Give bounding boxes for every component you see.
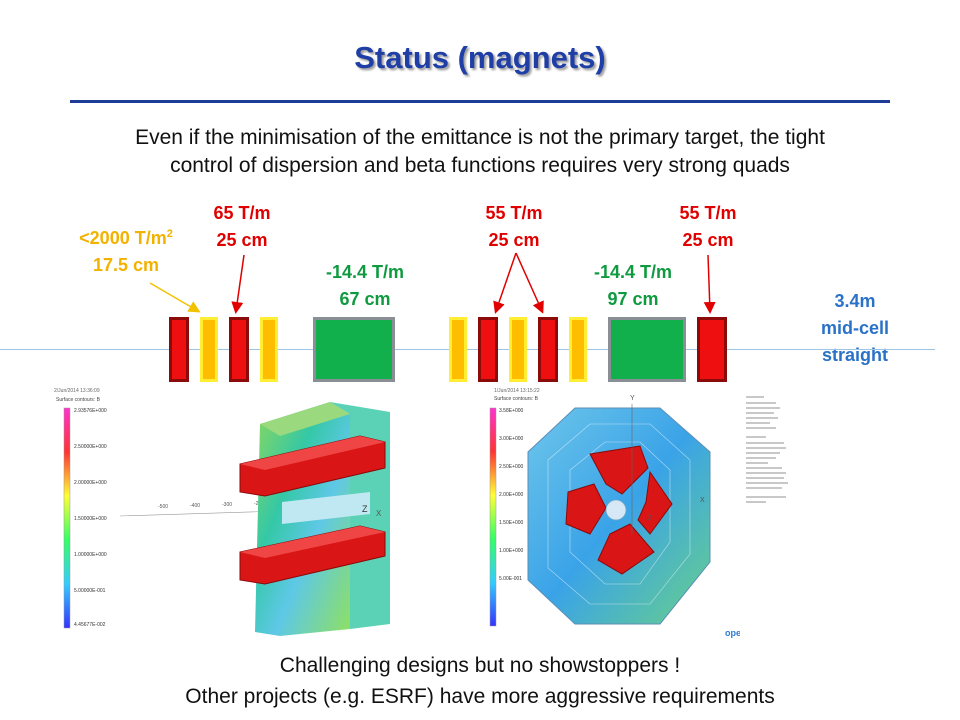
intro-line-2: control of dispersion and beta functions… bbox=[170, 154, 790, 177]
straight-line-1: 3.4m bbox=[834, 291, 876, 311]
sextupole-magnet-5 bbox=[569, 317, 587, 382]
simulation-images: 2/Jun/2014 13:36:09 Surface contours: B … bbox=[50, 384, 740, 642]
svg-text:2/Jun/2014 13:36:09: 2/Jun/2014 13:36:09 bbox=[54, 388, 100, 394]
sextupole-magnet-4 bbox=[509, 317, 527, 382]
svg-text:3.58E+000: 3.58E+000 bbox=[499, 408, 524, 414]
svg-text:Surface contours: B: Surface contours: B bbox=[56, 397, 101, 403]
svg-text:1.00E+000: 1.00E+000 bbox=[499, 548, 524, 554]
simulation-info-panel bbox=[744, 392, 804, 552]
sextupole-strength: <2000 T/m bbox=[79, 228, 167, 248]
svg-text:2.50E+000: 2.50E+000 bbox=[499, 464, 524, 470]
dipole-quad-1-length: 25 cm bbox=[216, 230, 268, 250]
intro-text: Even if the minimisation of the emittanc… bbox=[20, 124, 940, 180]
svg-text:2.50000E+000: 2.50000E+000 bbox=[74, 444, 107, 450]
svg-text:-400: -400 bbox=[190, 503, 200, 509]
dipole-magnet-3 bbox=[478, 317, 498, 382]
dipole-magnet-5 bbox=[697, 317, 727, 382]
quad-1-length: 67 cm bbox=[339, 289, 391, 309]
dipole-1-arrow bbox=[231, 254, 245, 314]
svg-text:5.00E-001: 5.00E-001 bbox=[499, 576, 522, 582]
dipole-quad-2-strength: 55 T/m bbox=[485, 203, 543, 223]
dipole-quad-2-length: 25 cm bbox=[488, 230, 540, 250]
svg-text:2.93576E+000: 2.93576E+000 bbox=[74, 408, 107, 414]
dipole-quad-3-strength: 55 T/m bbox=[679, 203, 737, 223]
sextupole-strength-exponent: 2 bbox=[166, 228, 173, 240]
svg-text:Surface contours: B: Surface contours: B bbox=[494, 396, 539, 402]
svg-text:1.50E+000: 1.50E+000 bbox=[499, 520, 524, 526]
svg-text:4.45677E-002: 4.45677E-002 bbox=[74, 622, 106, 628]
sextupole-length: 17.5 cm bbox=[92, 255, 160, 275]
footer-line-2: Other projects (e.g. ESRF) have more agg… bbox=[185, 685, 775, 708]
scale-1-ticks: 2.93576E+000 2.50000E+000 2.00000E+000 1… bbox=[74, 408, 107, 628]
dipole-magnet-2 bbox=[229, 317, 249, 382]
quad-2-strength: -14.4 T/m bbox=[593, 262, 673, 282]
sextupole-label: <2000 T/m2 17.5 cm bbox=[62, 221, 190, 279]
quad-2-label: -14.4 T/m 97 cm bbox=[568, 259, 698, 313]
dipole-2-arrow-left bbox=[493, 252, 517, 314]
dipole-quad-3-length: 25 cm bbox=[682, 230, 734, 250]
svg-text:Z: Z bbox=[648, 515, 653, 522]
svg-text:5.00000E-001: 5.00000E-001 bbox=[74, 588, 106, 594]
dipole-quad-3-label: 55 T/m 25 cm bbox=[656, 200, 760, 254]
title-underline bbox=[70, 100, 890, 103]
quad-1-strength: -14.4 T/m bbox=[325, 262, 405, 282]
svg-text:-300: -300 bbox=[222, 502, 232, 508]
svg-text:1/Jun/2014 13:15:22: 1/Jun/2014 13:15:22 bbox=[494, 388, 540, 394]
footer-text: Challenging designs but no showstoppers … bbox=[0, 650, 960, 712]
svg-text:Y: Y bbox=[630, 395, 635, 402]
svg-text:3.00E+000: 3.00E+000 bbox=[499, 436, 524, 442]
dipole-quad-1-label: 65 T/m 25 cm bbox=[190, 200, 294, 254]
scale-2-ticks: 3.58E+000 3.00E+000 2.50E+000 2.00E+000 … bbox=[499, 408, 524, 582]
sextupole-arrow bbox=[149, 282, 201, 313]
straight-line-2: mid-cell bbox=[820, 318, 890, 338]
footer-line-1: Challenging designs but no showstoppers … bbox=[279, 654, 681, 677]
opera-logo: opera bbox=[725, 628, 740, 638]
dipole-3-arrow bbox=[703, 254, 716, 314]
quadrupole-magnet-2 bbox=[608, 317, 686, 382]
intro-line-1: Even if the minimisation of the emittanc… bbox=[135, 126, 825, 149]
sextupole-magnet-1 bbox=[200, 317, 218, 382]
quadrupole-magnet-1 bbox=[313, 317, 395, 382]
svg-text:Z: Z bbox=[362, 504, 368, 514]
svg-text:1.00000E+000: 1.00000E+000 bbox=[74, 552, 107, 558]
dipole-2-arrow-right bbox=[515, 252, 544, 314]
dipole-magnet-4 bbox=[538, 317, 558, 382]
svg-text:1.50000E+000: 1.50000E+000 bbox=[74, 516, 107, 522]
straight-line-3: straight bbox=[821, 345, 888, 365]
dipole-quad-1-strength: 65 T/m bbox=[213, 203, 271, 223]
dipole-quad-2-label: 55 T/m 25 cm bbox=[462, 200, 566, 254]
svg-text:2.00E+000: 2.00E+000 bbox=[499, 492, 524, 498]
quad-1-label: -14.4 T/m 67 cm bbox=[300, 259, 430, 313]
svg-text:-500: -500 bbox=[158, 504, 168, 510]
sextupole-magnet-2 bbox=[260, 317, 278, 382]
quad-2-length: 97 cm bbox=[607, 289, 659, 309]
svg-text:X: X bbox=[700, 497, 705, 504]
svg-text:X: X bbox=[376, 509, 382, 518]
sextupole-magnet-3 bbox=[449, 317, 467, 382]
straight-label: 3.4m mid-cell straight bbox=[800, 288, 910, 369]
svg-text:2.00000E+000: 2.00000E+000 bbox=[74, 480, 107, 486]
beam-line bbox=[0, 349, 935, 350]
slide-title: Status (magnets) bbox=[354, 40, 606, 75]
dipole-magnet-1 bbox=[169, 317, 189, 382]
